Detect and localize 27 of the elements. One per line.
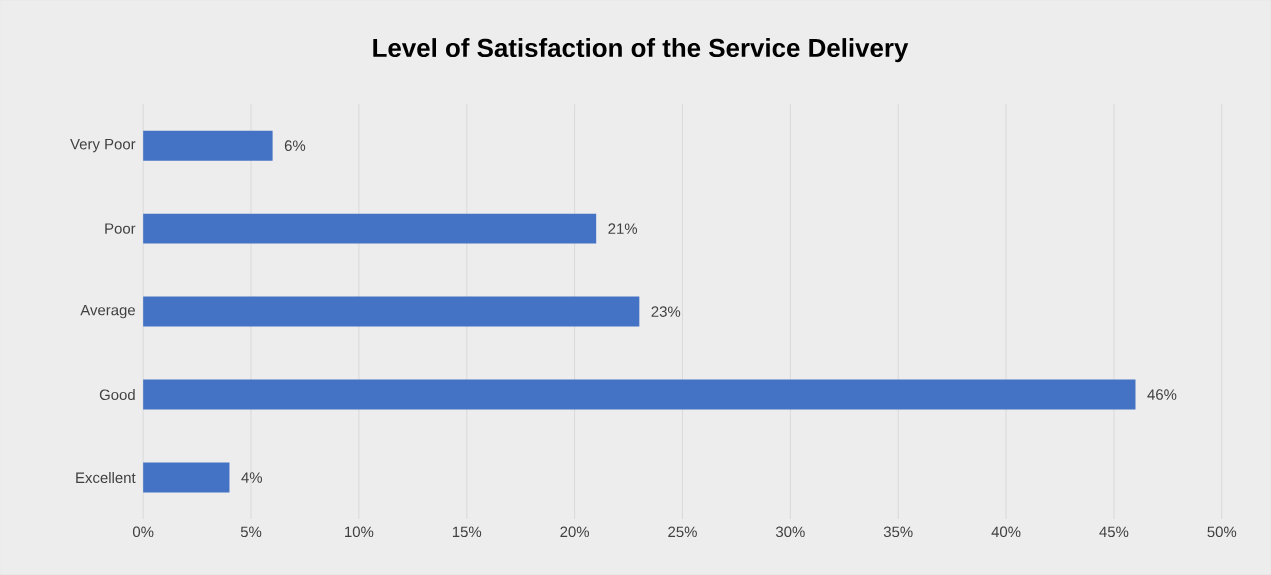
- x-tick-label: 15%: [452, 526, 482, 537]
- y-tick-label: Very Poor: [70, 138, 136, 153]
- x-tick-label: 30%: [775, 526, 805, 538]
- x-tick-label: 45%: [1099, 526, 1129, 537]
- bar: [143, 296, 640, 327]
- x-tick-label: 10%: [345, 526, 374, 538]
- x-tick-label: 20%: [560, 526, 590, 538]
- y-tick-label: Excellent: [76, 471, 136, 483]
- data-label: 21%: [608, 223, 638, 234]
- y-tick-label: Good: [99, 388, 135, 400]
- x-tick-label: 50%: [1207, 526, 1237, 538]
- y-tick-label: Poor: [105, 223, 136, 234]
- x-tick-label: 25%: [668, 526, 697, 538]
- x-tick-label: 5%: [240, 526, 262, 537]
- bar: [143, 462, 230, 493]
- y-tick-label: Average: [80, 304, 135, 319]
- x-tick-label: 35%: [883, 526, 913, 538]
- x-tick-label: 0%: [132, 526, 154, 538]
- chart-title: Level of Satisfaction of the Service Delivery: [373, 38, 909, 63]
- x-tick-label: 40%: [991, 526, 1021, 538]
- data-label: 23%: [651, 306, 681, 317]
- bar: [143, 213, 597, 244]
- data-label: 46%: [1147, 389, 1177, 400]
- data-label: 6%: [284, 140, 306, 151]
- data-label: 4%: [241, 472, 263, 483]
- bar: [143, 130, 273, 161]
- bar: [143, 379, 1136, 410]
